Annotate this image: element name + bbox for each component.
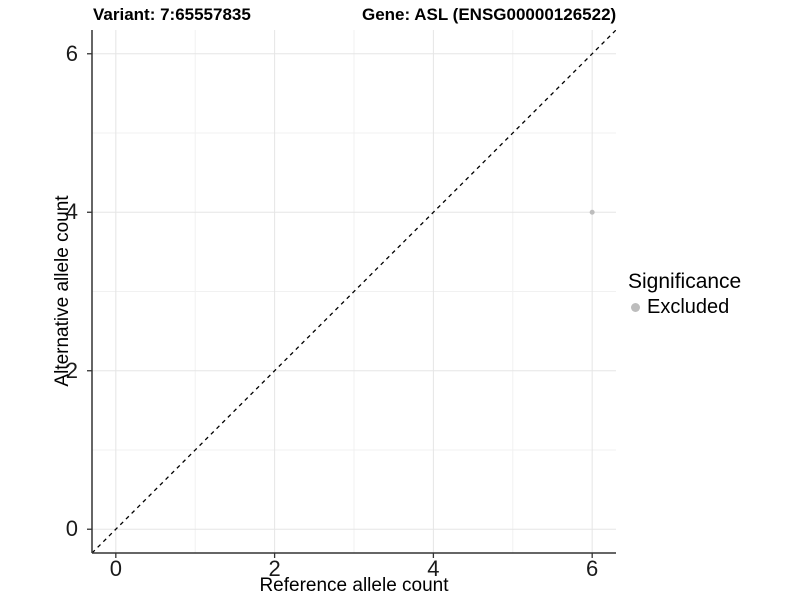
variant-title: Variant: 7:65557835 xyxy=(93,5,251,24)
gene-title: Gene: ASL (ENSG00000126522) xyxy=(362,5,617,24)
excluded-point-icon xyxy=(631,303,640,312)
legend-item-excluded: Excluded xyxy=(628,296,741,319)
x-tick-label: 2 xyxy=(268,556,281,581)
legend-title: Significance xyxy=(628,270,742,293)
y-tick-label: 2 xyxy=(65,357,78,383)
legend-item-label: Excluded xyxy=(647,296,730,318)
y-tick-label: 0 xyxy=(65,516,78,542)
plot-panel xyxy=(86,29,617,564)
data-point xyxy=(589,209,595,215)
x-tick-label: 4 xyxy=(427,556,440,581)
y-axis-title: Alternative allele count xyxy=(52,195,73,387)
identity-line xyxy=(91,29,617,554)
x-tick-label: 6 xyxy=(586,556,599,581)
x-axis-title: Reference allele count xyxy=(259,575,449,596)
y-tick-label: 4 xyxy=(65,199,78,225)
y-tick-label: 6 xyxy=(65,40,78,66)
plot-canvas xyxy=(87,29,617,558)
legend: Significance Excluded xyxy=(628,270,741,319)
x-tick-label: 0 xyxy=(109,556,122,581)
